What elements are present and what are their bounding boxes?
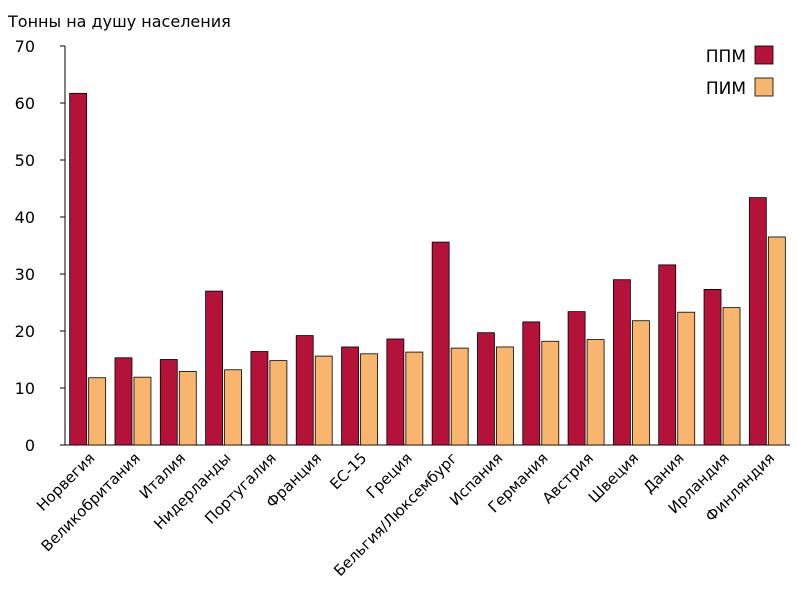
bar-pim [496, 346, 514, 446]
bar-ppm [522, 321, 541, 446]
bar-ppm [703, 288, 722, 446]
bar-ppm [658, 264, 677, 446]
bar-pim [178, 371, 197, 446]
bar-ppm [205, 290, 223, 446]
bar-ppm [431, 241, 450, 446]
bar-ppm [250, 351, 269, 446]
y-tick-label: 40 [15, 208, 35, 227]
bar-pim [586, 339, 605, 446]
bar-pim [360, 353, 378, 446]
bar-pim [722, 307, 741, 446]
y-tick-label: 70 [15, 37, 35, 56]
bar-pim [224, 369, 242, 446]
bar-ppm [295, 335, 314, 446]
bar-pim [88, 377, 107, 446]
bar-pim [269, 360, 288, 446]
y-tick-label: 20 [15, 322, 35, 341]
bar-pim [450, 347, 469, 446]
bar-pim [541, 340, 560, 446]
y-tick-label: 50 [15, 151, 35, 170]
bar-ppm [341, 346, 359, 446]
legend: ППМ ПИМ [706, 45, 774, 99]
bar-ppm [613, 279, 631, 446]
legend-label: ППМ [706, 47, 746, 67]
legend-swatch [754, 77, 774, 97]
bar-ppm [567, 311, 586, 446]
plot-area: 010203040506070НорвегияВеликобританияИта… [15, 37, 790, 580]
x-tick-label: Швеция [585, 449, 642, 506]
bar-pim [314, 355, 333, 446]
bar-ppm [748, 197, 767, 446]
y-axis-title: Тонны на душу населения [7, 12, 231, 31]
y-tick-label: 60 [15, 94, 35, 113]
bar-ppm [386, 338, 405, 446]
legend-swatch [754, 45, 774, 65]
bar-pim [632, 320, 650, 446]
x-tick-label: ЕС-15 [326, 449, 370, 493]
y-tick-label: 0 [25, 436, 35, 455]
bar-pim [133, 376, 152, 446]
bar-pim [405, 351, 424, 446]
bar-ppm [159, 359, 178, 446]
legend-label: ПИМ [706, 79, 746, 99]
bar-pim [767, 236, 786, 446]
bar-ppm [114, 357, 133, 446]
bar-ppm [477, 332, 495, 446]
bar-ppm [69, 92, 88, 446]
bar-pim [677, 311, 696, 446]
y-tick-label: 30 [15, 265, 35, 284]
y-tick-label: 10 [15, 379, 35, 398]
